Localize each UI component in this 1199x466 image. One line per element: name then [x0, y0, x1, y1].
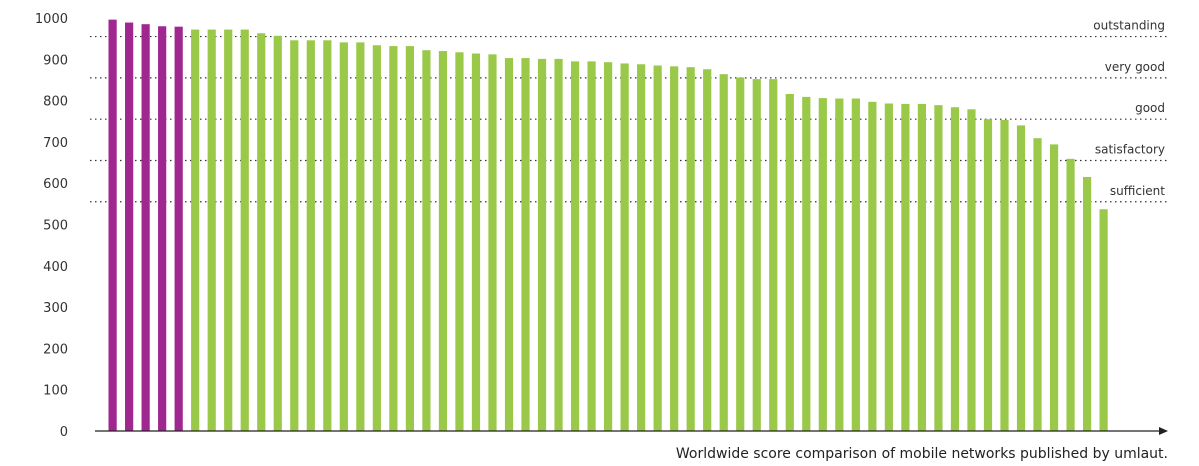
bar — [703, 69, 712, 432]
bar — [389, 46, 398, 431]
reference-lines: outstanding very good good satisfactory suff… — [90, 19, 1168, 203]
bar-highlight — [125, 22, 134, 431]
y-tick-label: 500 — [43, 219, 68, 234]
bar — [851, 98, 860, 431]
bar — [950, 107, 960, 432]
bar — [306, 40, 315, 432]
bar — [653, 65, 662, 431]
bar-highlight — [141, 24, 150, 431]
bar — [455, 52, 464, 431]
bar — [1099, 209, 1108, 431]
bar — [1000, 120, 1009, 431]
y-tick-label: 200 — [43, 342, 68, 357]
bar — [257, 33, 266, 431]
bar — [356, 42, 365, 432]
bar — [273, 35, 282, 431]
bar — [868, 101, 877, 431]
bar — [901, 103, 910, 432]
y-tick-label: 0 — [60, 425, 68, 440]
bar — [438, 51, 448, 431]
bar — [570, 61, 580, 432]
bar — [835, 98, 844, 431]
bar — [339, 42, 348, 432]
y-tick-label: 600 — [43, 177, 68, 192]
bar — [323, 40, 332, 432]
bar-highlight — [174, 26, 183, 431]
bar — [554, 58, 563, 431]
chart-caption: Worldwide score comparison of mobile net… — [676, 446, 1168, 462]
bar — [917, 103, 927, 432]
x-axis-arrow-icon — [1159, 427, 1168, 435]
bar — [372, 45, 381, 431]
bar-highlight — [158, 26, 167, 431]
bar — [207, 29, 216, 432]
bar — [471, 53, 481, 432]
bar — [934, 105, 943, 431]
bar — [504, 58, 514, 432]
reference-line-label: good — [1135, 101, 1165, 115]
reference-line-label: very good — [1105, 60, 1165, 74]
bar — [1049, 144, 1059, 431]
bar — [802, 96, 811, 431]
bar — [686, 67, 695, 432]
bar — [967, 109, 976, 432]
bar — [736, 77, 745, 431]
bar — [191, 29, 200, 432]
y-axis: 0 100 200 300 400 500 600 700 800 900 1000 — [35, 12, 68, 440]
bar — [488, 54, 497, 432]
bar — [1016, 125, 1026, 431]
y-tick-label: 700 — [43, 136, 68, 151]
bar — [290, 40, 299, 432]
reference-line-label: outstanding — [1093, 19, 1165, 33]
bar — [818, 98, 827, 432]
bar — [405, 46, 414, 431]
y-tick-label: 1000 — [35, 12, 68, 27]
bar — [537, 58, 547, 431]
bar-highlight — [108, 19, 117, 432]
bar — [637, 64, 646, 431]
y-tick-label: 900 — [43, 53, 68, 68]
y-tick-label: 100 — [43, 384, 68, 399]
bar — [785, 93, 794, 432]
reference-line-label: sufficient — [1110, 184, 1165, 198]
y-tick-label: 300 — [43, 301, 68, 316]
bar — [769, 79, 778, 432]
bar — [983, 119, 993, 431]
bar — [1033, 138, 1042, 431]
bar — [620, 63, 629, 432]
reference-line-label: satisfactory — [1095, 142, 1165, 156]
bar — [240, 29, 249, 432]
bars — [108, 19, 1108, 432]
y-tick-label: 400 — [43, 260, 68, 275]
y-tick-label: 800 — [43, 95, 68, 110]
bar — [604, 62, 613, 431]
bar — [719, 74, 728, 432]
bar — [752, 79, 761, 432]
bar — [1082, 177, 1092, 431]
bar — [1066, 158, 1075, 431]
bar — [670, 66, 679, 431]
bar — [884, 103, 893, 432]
bar — [224, 29, 233, 432]
bar — [587, 61, 596, 432]
bar — [422, 50, 431, 432]
bar — [521, 58, 530, 432]
